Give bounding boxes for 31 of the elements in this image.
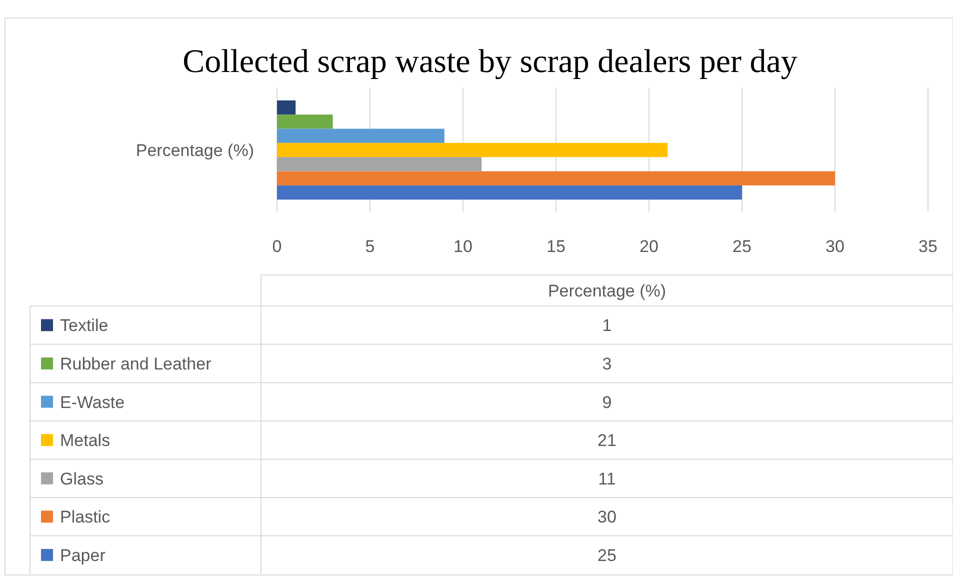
x-tick-label: 15 — [546, 237, 566, 256]
chart-title: Collected scrap waste by scrap dealers per day — [182, 44, 798, 80]
data-label: 11 — [598, 469, 616, 488]
data-label: 9 — [602, 392, 612, 412]
bar — [277, 157, 482, 172]
bar — [277, 128, 444, 143]
x-tick-label: 10 — [454, 237, 472, 256]
x-tick-label: 0 — [272, 237, 282, 256]
bar — [277, 185, 742, 200]
data-label: 25 — [598, 546, 616, 565]
data-label: 1 — [602, 316, 612, 336]
legend-label: Paper — [60, 546, 106, 565]
legend-label: Glass — [60, 469, 104, 488]
x-tick-label: 35 — [918, 237, 938, 256]
bar — [277, 114, 333, 129]
x-tick-label: 25 — [732, 237, 752, 256]
legend-label: Plastic — [60, 508, 111, 527]
bar — [277, 142, 668, 158]
legend-label: Metals — [60, 431, 110, 450]
x-tick-label: 5 — [365, 237, 375, 256]
data-label: 21 — [598, 431, 616, 450]
legend-label: Textile — [60, 316, 108, 336]
text: Percentage (%) — [548, 282, 666, 300]
data-label: 30 — [598, 508, 616, 527]
legend-label: E-Waste — [60, 392, 125, 412]
x-tick-label: 30 — [826, 237, 844, 256]
bar — [277, 171, 835, 186]
data-label: 3 — [602, 354, 612, 374]
legend-label: Rubber and Leather — [60, 354, 212, 374]
bar — [277, 100, 296, 115]
x-tick-label: 20 — [640, 237, 658, 256]
